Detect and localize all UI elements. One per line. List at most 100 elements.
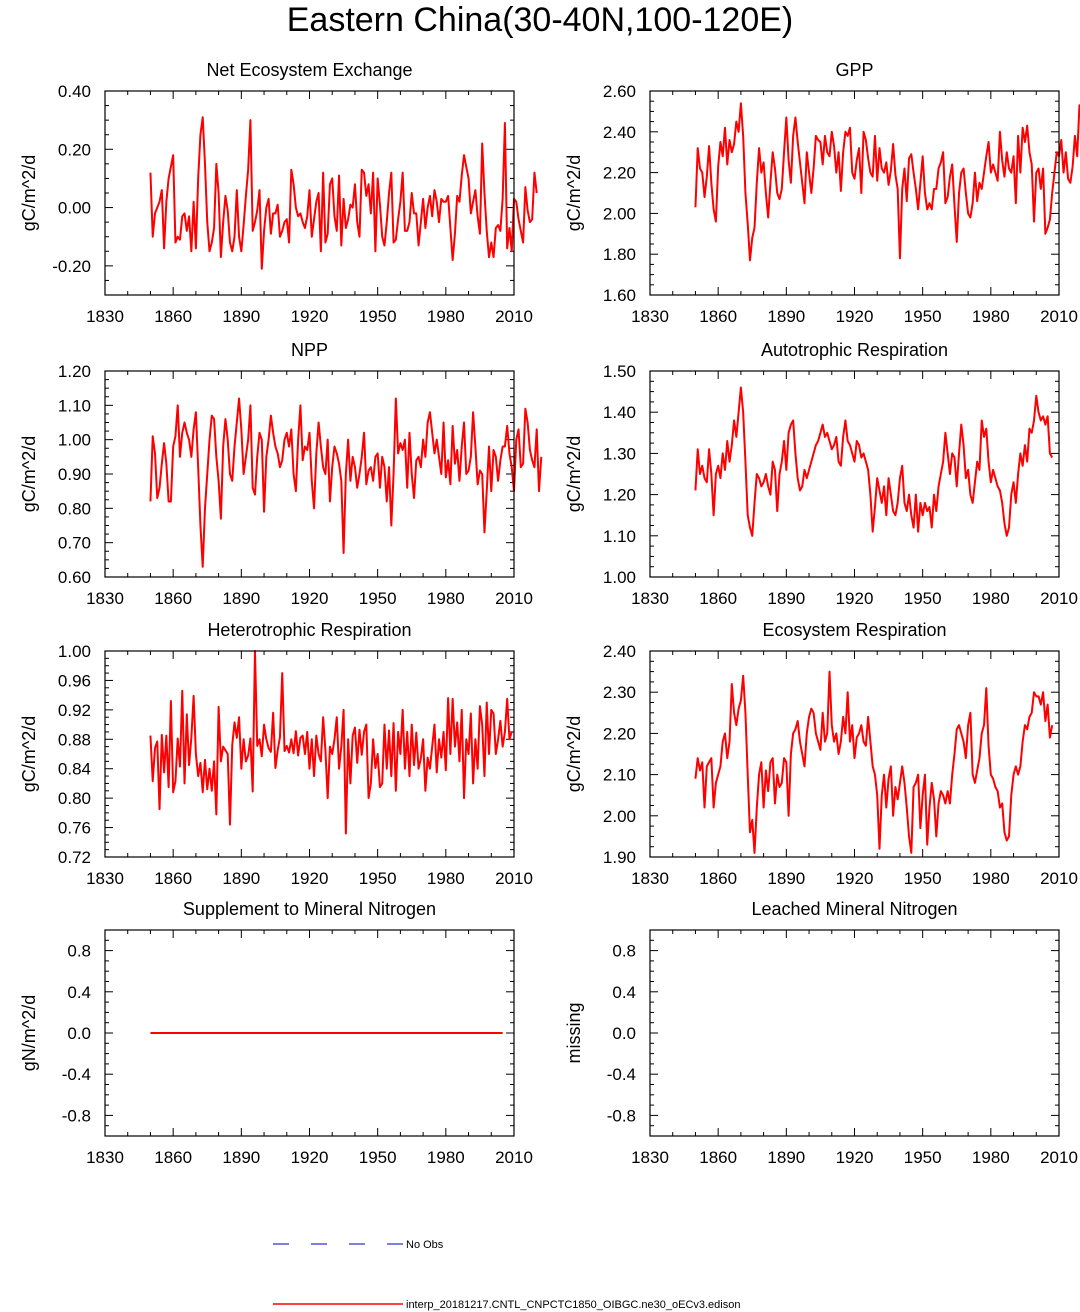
y-tick-label: -0.4: [607, 1065, 636, 1084]
plot-frame: [649, 650, 1060, 858]
y-tick-label: 1.80: [603, 245, 636, 264]
x-tick-label: 1830: [86, 307, 124, 326]
series-line: [694, 670, 1054, 854]
y-tick-label: 1.00: [603, 568, 636, 587]
panel-title: Autotrophic Respiration: [761, 340, 948, 360]
series-line: [694, 386, 1054, 537]
y-tick-label: 0.72: [58, 848, 91, 867]
y-tick-label: -0.8: [607, 1106, 636, 1125]
y-tick-label: 0.80: [58, 499, 91, 518]
y-tick-label: 2.20: [603, 724, 636, 743]
x-tick-label: 1890: [767, 1148, 805, 1167]
x-tick-label: 1890: [767, 869, 805, 888]
x-tick-label: 1890: [767, 307, 805, 326]
x-tick-label: 2010: [495, 589, 533, 608]
y-axis-label: gC/m^2/d: [19, 155, 39, 231]
x-tick-label: 1890: [222, 1148, 260, 1167]
plot-frame: [649, 370, 1060, 578]
x-tick-label: 2010: [1040, 307, 1078, 326]
y-tick-label: 1.00: [58, 431, 91, 450]
x-tick-label: 1860: [699, 869, 737, 888]
series-line: [694, 102, 1080, 262]
x-tick-label: 1860: [699, 1148, 737, 1167]
panel-title: GPP: [835, 60, 873, 80]
legend-model-label: interp_20181217.CNTL_CNPCTC1850_OIBGC.ne…: [406, 1299, 740, 1311]
y-tick-label: 0.80: [58, 789, 91, 808]
y-tick-label: 0.84: [58, 760, 91, 779]
plot-frame: [649, 929, 1060, 1137]
panel-title: NPP: [291, 340, 328, 360]
y-tick-label: 0.20: [58, 140, 91, 159]
y-tick-label: 2.30: [603, 683, 636, 702]
x-tick-label: 1980: [972, 1148, 1010, 1167]
x-tick-label: 1860: [154, 589, 192, 608]
x-tick-label: 1830: [631, 307, 669, 326]
x-tick-label: 1830: [86, 589, 124, 608]
x-tick-label: 1830: [631, 1148, 669, 1167]
y-tick-label: 2.10: [603, 766, 636, 785]
plot-frame: [649, 90, 1060, 296]
y-tick-label: 0.90: [58, 465, 91, 484]
x-tick-label: 2010: [1040, 869, 1078, 888]
y-tick-label: 0.92: [58, 701, 91, 720]
y-tick-label: -0.20: [52, 257, 91, 276]
panel-title: Net Ecosystem Exchange: [206, 60, 412, 80]
x-tick-label: 1890: [767, 589, 805, 608]
series-line: [149, 650, 513, 835]
x-tick-label: 1830: [631, 869, 669, 888]
panel-title: Heterotrophic Respiration: [207, 620, 411, 640]
x-tick-label: 1920: [291, 307, 329, 326]
plot-frame: [104, 650, 515, 858]
x-tick-label: 2010: [1040, 589, 1078, 608]
x-tick-label: 1860: [154, 307, 192, 326]
y-tick-label: 2.60: [603, 82, 636, 101]
panel-title: Ecosystem Respiration: [762, 620, 946, 640]
legend-obs-label: No Obs: [406, 1239, 444, 1251]
plot-frame: [104, 370, 515, 578]
x-tick-label: 1830: [86, 1148, 124, 1167]
y-tick-label: 1.00: [58, 642, 91, 661]
y-axis-label: gC/m^2/d: [564, 436, 584, 512]
y-tick-label: -0.8: [62, 1106, 91, 1125]
y-tick-label: 0.4: [612, 983, 636, 1002]
y-tick-label: 1.60: [603, 286, 636, 305]
plot-frame: [104, 90, 515, 296]
y-tick-label: 1.20: [58, 362, 91, 381]
x-tick-label: 1920: [836, 589, 874, 608]
y-tick-label: 0.0: [67, 1024, 91, 1043]
y-axis-label: missing: [564, 1002, 584, 1063]
y-tick-label: 1.10: [58, 396, 91, 415]
y-tick-label: 0.76: [58, 819, 91, 838]
x-tick-label: 1860: [699, 307, 737, 326]
plot-frame: [104, 929, 515, 1137]
x-tick-label: 2010: [495, 869, 533, 888]
y-axis-label: gC/m^2/d: [564, 716, 584, 792]
y-tick-label: 2.40: [603, 642, 636, 661]
y-tick-label: 0.0: [612, 1024, 636, 1043]
x-tick-label: 1950: [359, 307, 397, 326]
y-tick-label: 0.8: [612, 942, 636, 961]
y-tick-label: 2.20: [603, 164, 636, 183]
y-tick-label: 0.70: [58, 534, 91, 553]
y-tick-label: 1.20: [603, 486, 636, 505]
x-tick-label: 1860: [699, 589, 737, 608]
y-tick-label: 2.00: [603, 807, 636, 826]
y-tick-label: 2.40: [603, 123, 636, 142]
y-tick-label: 0.8: [67, 942, 91, 961]
y-tick-label: 1.50: [603, 362, 636, 381]
x-tick-label: 1950: [904, 307, 942, 326]
x-tick-label: 1950: [359, 1148, 397, 1167]
x-tick-label: 1980: [427, 589, 465, 608]
x-tick-label: 1830: [631, 589, 669, 608]
y-tick-label: 0.88: [58, 730, 91, 749]
x-tick-label: 1830: [86, 869, 124, 888]
x-tick-label: 1950: [904, 1148, 942, 1167]
x-tick-label: 1860: [154, 869, 192, 888]
x-tick-label: 1980: [972, 589, 1010, 608]
x-tick-label: 1920: [836, 1148, 874, 1167]
y-tick-label: 1.40: [603, 403, 636, 422]
y-tick-label: 0.60: [58, 568, 91, 587]
y-tick-label: 2.00: [603, 204, 636, 223]
y-axis-label: gC/m^2/d: [564, 155, 584, 231]
y-axis-label: gN/m^2/d: [19, 995, 39, 1071]
